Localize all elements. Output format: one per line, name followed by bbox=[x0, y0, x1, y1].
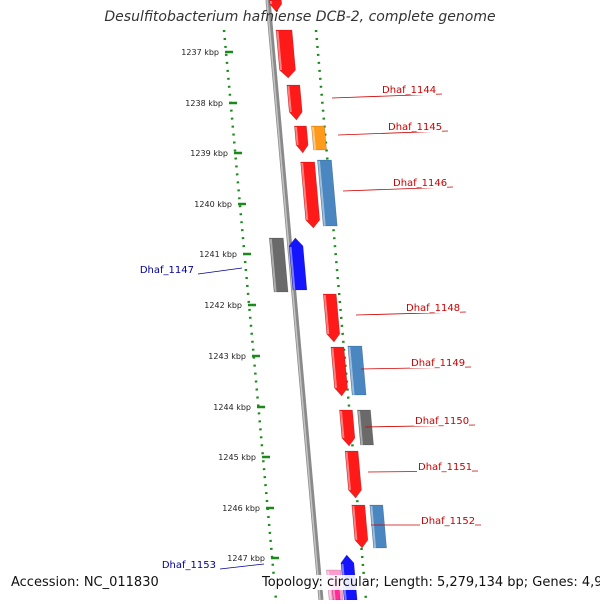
ruler-label: 1243 kbp bbox=[208, 352, 246, 361]
ruler-label: 1239 kbp bbox=[190, 149, 228, 158]
gene-label[interactable]: Dhaf_1150 bbox=[415, 416, 469, 427]
ruler-label: 1237 kbp bbox=[181, 48, 219, 57]
gene-label[interactable]: Dhaf_1151 bbox=[418, 462, 472, 473]
gene-label[interactable]: Dhaf_1145 bbox=[388, 122, 442, 133]
gene-label[interactable]: Dhaf_1144 bbox=[382, 85, 436, 96]
gene-features bbox=[269, 0, 386, 600]
gene-label[interactable]: Dhaf_1149 bbox=[411, 358, 465, 369]
ruler-label: 1241 kbp bbox=[199, 250, 237, 259]
ruler-label: 1244 kbp bbox=[213, 403, 251, 412]
gene-label[interactable]: Dhaf_1148 bbox=[406, 303, 460, 314]
ruler-label: 1247 kbp bbox=[227, 554, 265, 563]
genome-stats-text: Topology: circular; Length: 5,279,134 bp… bbox=[260, 575, 600, 590]
gene-label[interactable]: Dhaf_1147 bbox=[140, 265, 194, 276]
genome-title: Desulfitobacterium hafniense DCB-2, comp… bbox=[0, 9, 600, 25]
ruler-label: 1245 kbp bbox=[218, 453, 256, 462]
gene-label[interactable]: Dhaf_1146 bbox=[393, 178, 447, 189]
accession-text: Accession: NC_011830 bbox=[9, 575, 161, 590]
label-leader-line bbox=[220, 564, 264, 569]
gene-label[interactable]: Dhaf_1152 bbox=[421, 516, 475, 527]
label-leader-line bbox=[198, 268, 242, 274]
ruler-label: 1240 kbp bbox=[194, 200, 232, 209]
gene-label[interactable]: Dhaf_1153 bbox=[162, 560, 216, 571]
ruler-label: 1242 kbp bbox=[204, 301, 242, 310]
outer-ring-left bbox=[224, 30, 276, 600]
ruler-label: 1246 kbp bbox=[222, 504, 260, 513]
ruler-label: 1238 kbp bbox=[185, 99, 223, 108]
